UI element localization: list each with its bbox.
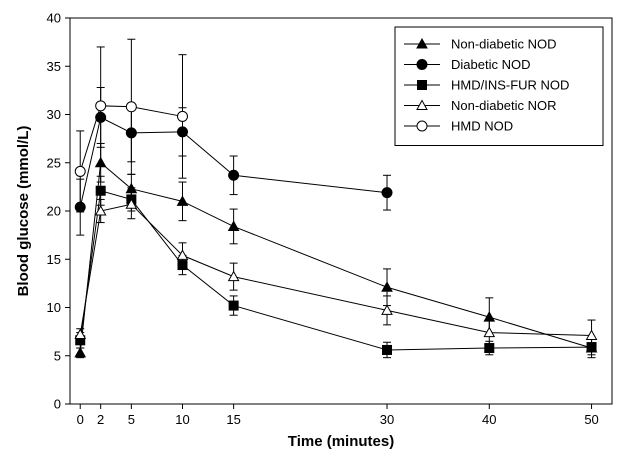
legend-marker xyxy=(416,37,428,49)
x-tick-label: 40 xyxy=(482,412,496,427)
y-tick-label: 10 xyxy=(47,300,61,315)
series-hmd-nod xyxy=(74,38,188,213)
x-tick-label: 30 xyxy=(380,412,394,427)
legend-marker xyxy=(416,120,428,132)
data-point xyxy=(381,281,393,292)
data-point xyxy=(74,346,87,358)
data-point xyxy=(125,198,138,209)
x-tick-label: 10 xyxy=(175,412,189,427)
data-point xyxy=(176,195,189,206)
series-line xyxy=(79,116,388,208)
data-point xyxy=(95,100,107,112)
series-line xyxy=(79,105,183,172)
y-tick-label: 40 xyxy=(47,11,61,26)
y-tick-label: 5 xyxy=(54,348,61,363)
data-point xyxy=(381,304,393,315)
data-point xyxy=(94,204,107,216)
data-point xyxy=(227,270,240,282)
x-tick-label: 5 xyxy=(128,412,135,427)
y-axis: 0 5 10 15 20 25 30 35 40 xyxy=(47,11,70,412)
data-point xyxy=(74,165,86,177)
data-point xyxy=(228,169,240,181)
data-point xyxy=(176,249,189,260)
data-point xyxy=(483,326,496,338)
x-tick-label: 50 xyxy=(584,412,598,427)
series-line xyxy=(79,203,592,336)
legend-item: HMD NOD xyxy=(404,119,513,134)
y-tick-label: 35 xyxy=(47,59,61,74)
data-point xyxy=(227,220,240,231)
y-axis-title: Blood glucose (mmol/L) xyxy=(15,126,32,297)
data-point xyxy=(95,185,106,196)
y-tick-label: 30 xyxy=(47,107,61,122)
data-point xyxy=(483,311,496,322)
series-line xyxy=(79,190,592,351)
legend-item: Diabetic NOD xyxy=(404,57,530,72)
legend-item: Non-diabetic NOR xyxy=(404,98,557,113)
x-tick-label: 2 xyxy=(97,412,104,427)
series-line xyxy=(79,161,592,353)
legend-item: HMD/INS-FUR NOD xyxy=(404,78,569,93)
series-non-diabetic-nor xyxy=(74,189,598,352)
data-point xyxy=(585,329,598,340)
legend-label: Non-diabetic NOD xyxy=(451,37,557,52)
legend: Non-diabetic NOD Diabetic NOD HMD/INS-FUR … xyxy=(394,26,604,146)
legend-marker xyxy=(417,80,427,90)
y-tick-label: 15 xyxy=(47,252,61,267)
legend-marker xyxy=(416,59,428,70)
x-axis: 0 2 5 10 15 30 40 50 xyxy=(77,404,599,427)
data-point xyxy=(74,328,87,340)
data-point xyxy=(228,300,239,311)
series-layer xyxy=(74,38,598,359)
data-point xyxy=(176,110,188,122)
legend-marker xyxy=(416,99,428,110)
legend-item: Non-diabetic NOD xyxy=(404,37,557,52)
x-tick-label: 0 xyxy=(77,412,84,427)
series-non-diabetic-nod xyxy=(74,142,598,359)
data-point xyxy=(125,101,137,113)
y-tick-label: 20 xyxy=(47,204,61,219)
data-point xyxy=(381,187,393,199)
data-point xyxy=(484,343,495,354)
legend-label: HMD/INS-FUR NOD xyxy=(451,78,569,93)
y-tick-label: 0 xyxy=(54,397,61,412)
data-point xyxy=(382,344,393,355)
legend-label: Non-diabetic NOR xyxy=(451,98,557,113)
legend-label: Diabetic NOD xyxy=(451,57,530,72)
y-tick-label: 25 xyxy=(47,155,61,170)
x-axis-title: Time (minutes) xyxy=(288,433,394,450)
legend-label: HMD NOD xyxy=(451,119,513,134)
x-tick-label: 15 xyxy=(226,412,240,427)
